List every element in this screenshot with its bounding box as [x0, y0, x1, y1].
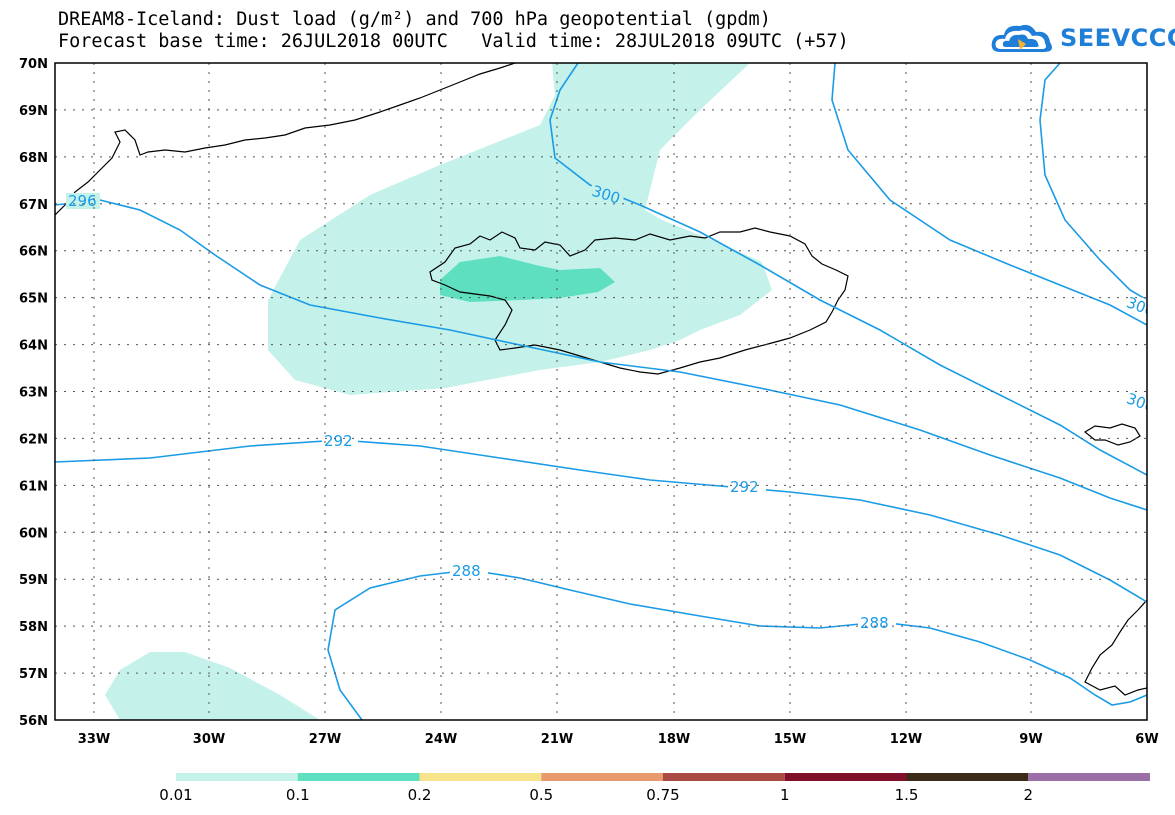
lat-label-63N: 63N: [19, 386, 48, 401]
map-title-line-2: Forecast base time: 26JUL2018 00UTC Vali…: [58, 31, 849, 52]
contour-296: [55, 199, 1147, 511]
lon-label-15W: 15W: [774, 732, 806, 747]
colorbar-swatch: [176, 773, 298, 781]
lon-label-33W: 33W: [78, 732, 110, 747]
faroe-islands: [1083, 423, 1141, 446]
dust-area-low-south: [105, 652, 320, 720]
contour-label-288-east: 288: [860, 614, 889, 632]
lat-label-58N: 58N: [19, 620, 48, 635]
lat-label-60N: 60N: [19, 526, 48, 541]
cloud-icon: [991, 24, 1052, 52]
colorbar-swatch: [541, 773, 663, 781]
lat-label-59N: 59N: [19, 573, 48, 588]
scotland-coastline: [1084, 599, 1147, 696]
lat-label-69N: 69N: [19, 104, 48, 119]
lat-label-65N: 65N: [19, 292, 48, 307]
contour-label-296: 296: [68, 192, 97, 210]
colorbar: 0.01 0.1 0.2 0.5 0.75 1 1.5 2: [159, 773, 1150, 804]
lon-label-24W: 24W: [425, 732, 457, 747]
lat-label-62N: 62N: [19, 432, 48, 447]
contour-label-288: 288: [452, 562, 481, 580]
colorbar-swatch: [297, 773, 420, 781]
logo: [990, 20, 1130, 60]
map-grid: [55, 63, 1147, 720]
colorbar-label: 1: [780, 786, 790, 804]
contour-300-far-east: [1039, 63, 1147, 301]
contour-288: [327, 569, 1147, 720]
lon-label-12W: 12W: [890, 732, 922, 747]
lat-label-68N: 68N: [19, 151, 48, 166]
greenland-coastline: [55, 63, 516, 216]
lat-label-61N: 61N: [19, 479, 48, 494]
lat-label-70N: 70N: [19, 57, 48, 72]
lat-label-67N: 67N: [19, 198, 48, 213]
contour-label-300-far: 300: [1124, 389, 1157, 416]
contour-label-292: 292: [324, 432, 353, 450]
logo-text: SEEVCCC: [1060, 24, 1175, 52]
contour-292: [55, 439, 1147, 603]
iceland-coastline: [429, 227, 849, 375]
colorbar-label: 0.01: [159, 786, 192, 804]
contour-300-east: [831, 63, 1147, 326]
colorbar-label: 0.5: [529, 786, 553, 804]
colorbar-label: 0.2: [408, 786, 432, 804]
lon-label-27W: 27W: [309, 732, 341, 747]
lon-label-21W: 21W: [541, 732, 573, 747]
lon-label-30W: 30W: [193, 732, 225, 747]
lon-label-18W: 18W: [658, 732, 690, 747]
dust-area-medium: [440, 256, 615, 302]
colorbar-label: 0.75: [646, 786, 679, 804]
contour-label-292-east: 292: [730, 478, 759, 496]
colorbar-swatch: [784, 773, 907, 781]
colorbar-swatch: [906, 773, 1029, 781]
lon-label-9W: 9W: [1019, 732, 1042, 747]
map-title-line-1: DREAM8-Iceland: Dust load (g/m²) and 700…: [58, 9, 771, 30]
colorbar-label: 2: [1023, 786, 1033, 804]
contour-300: [549, 63, 1147, 476]
colorbar-label: 0.1: [286, 786, 310, 804]
lat-label-57N: 57N: [19, 667, 48, 682]
colorbar-swatch: [419, 773, 542, 781]
map-frame: [54, 62, 1148, 721]
lat-label-56N: 56N: [19, 714, 48, 729]
colorbar-label: 1.5: [895, 786, 919, 804]
lon-label-6W: 6W: [1135, 732, 1158, 747]
lat-label-66N: 66N: [19, 245, 48, 260]
colorbar-swatch: [663, 773, 785, 781]
colorbar-swatch: [1028, 773, 1150, 781]
dust-area-low: [268, 63, 772, 395]
lat-label-64N: 64N: [19, 339, 48, 354]
